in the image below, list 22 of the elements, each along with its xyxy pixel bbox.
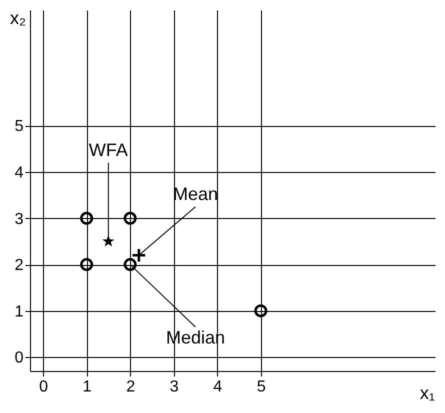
annotation: Mean bbox=[172, 184, 218, 204]
point bbox=[131, 248, 146, 263]
point bbox=[80, 212, 94, 225]
x-axis-title: x₁ bbox=[420, 383, 435, 403]
y-tick-label: 4 bbox=[14, 164, 24, 182]
x-tick-label: 5 bbox=[256, 378, 266, 396]
x-tick-label: 3 bbox=[170, 378, 179, 396]
y-tick-label: 1 bbox=[14, 303, 24, 320]
y-tick-label: 0 bbox=[14, 350, 24, 367]
y-axis-title: x₂ bbox=[10, 8, 26, 28]
point bbox=[124, 258, 137, 272]
point bbox=[254, 304, 268, 318]
x-tick-label: 1 bbox=[82, 378, 92, 396]
point bbox=[124, 212, 137, 225]
y-tick-label: 5 bbox=[14, 118, 24, 136]
x-tick-label: 2 bbox=[126, 378, 136, 396]
y-tick-label: 2 bbox=[14, 257, 24, 274]
annotation: WFA bbox=[88, 140, 128, 160]
y-tick-label: 3 bbox=[14, 210, 24, 228]
x-tick-label: 4 bbox=[213, 378, 222, 396]
point bbox=[80, 258, 94, 272]
x-tick-label: 0 bbox=[39, 378, 48, 396]
